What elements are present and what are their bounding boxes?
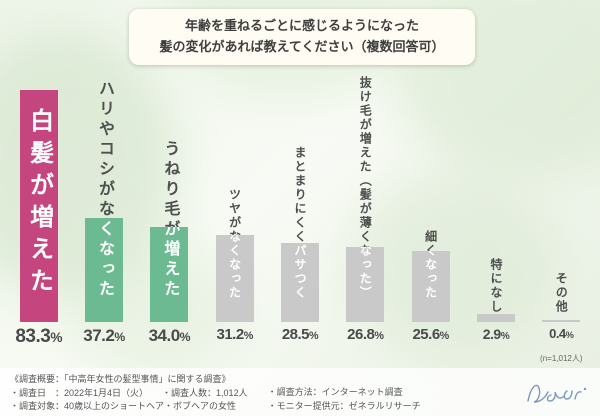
monitor-provider: ・モニター提供元：ゼネラルリサーチ: [267, 400, 421, 411]
survey-detail-row: ・調査日 ：2022年1月4日（火） ・調査人数：1,012人: [10, 387, 248, 401]
label-clip-above-bar: その他: [529, 66, 594, 320]
bar: [346, 247, 385, 322]
bar: [542, 320, 581, 322]
label-clip-inside-bar: 抜け毛が増えた（髪が薄くなった）: [333, 247, 398, 322]
label-clip-above-bar: 白髪が増えた: [6, 66, 71, 90]
bar: [215, 235, 254, 322]
label-clip-above-bar: まとまりにくくパサつく: [267, 66, 332, 243]
bar-label: 白髪が増えた: [25, 107, 53, 300]
label-clip-inside-bar: 細くなった: [398, 251, 463, 322]
survey-question-title: 年齢を重ねるごとに感じるようになった 髪の変化があれば教えてください（複数回答可…: [129, 9, 475, 65]
label-clip-inside-bar: その他: [529, 320, 594, 322]
label-clip-above-bar: 細くなった: [398, 66, 463, 251]
label-clip-inside-bar: うねり毛が増えた: [137, 227, 202, 322]
bar-label: その他: [554, 272, 569, 314]
percent-sign: %: [309, 330, 319, 342]
bar-percent: 28.5%: [281, 326, 319, 343]
survey-overview-heading: 《調査概要：「中高年女性の髪型事情」に関する調査》: [10, 374, 231, 384]
percent-sign: %: [374, 330, 384, 342]
bar-column: その他その他0.4%(n=1,012人): [529, 66, 594, 363]
survey-count: ・調査人数：1,012人: [162, 387, 248, 398]
bar-column: 抜け毛が増えた（髪が薄くなった）抜け毛が増えた（髪が薄くなった） 26.8%: [333, 66, 398, 343]
label-clip-above-bar: 抜け毛が増えた（髪が薄くなった）: [333, 66, 398, 247]
bar-column: うねり毛が増えたうねり毛が増えた 34.0%: [137, 66, 202, 345]
bar-label: ハリやコシがなくなった: [95, 80, 113, 219]
sample-size-note: (n=1,012人): [540, 354, 583, 363]
bar: [280, 242, 319, 322]
bar-label: 抜け毛が増えた（髪が薄くなった）: [358, 76, 373, 248]
label-clip-inside-bar: まとまりにくくパサつく: [267, 243, 332, 322]
bar-column: 特になし特になし 2.9%: [463, 66, 528, 342]
bar-percent: 37.2%: [83, 326, 125, 345]
bar-column: 細くなった細くなった 25.6%: [398, 66, 463, 343]
bar-column: ツヤがなくなったツヤがなくなった 31.2%: [202, 66, 267, 343]
label-clip-inside-bar: ツヤがなくなった: [202, 235, 267, 322]
percent-sign: %: [500, 331, 510, 342]
bar-column: ハリやコシがなくなったハリやコシがなくなった 37.2%: [71, 66, 136, 345]
survey-method: ・調査方法：インターネット調査: [267, 387, 403, 397]
percent-sign: %: [243, 330, 254, 342]
bar-column: まとまりにくくパサつくまとまりにくくパサつく 28.5%: [267, 66, 332, 343]
survey-footer: 《調査概要：「中高年女性の髪型事情」に関する調査》 ・調査日 ：2022年1月4…: [0, 368, 600, 416]
bar-percent: 26.8%: [347, 326, 384, 343]
bar: [476, 313, 515, 322]
label-clip-inside-bar: ハリやコシがなくなった: [71, 218, 136, 322]
bar-label: ハリやコシがなくなった: [96, 218, 113, 300]
label-clip-inside-bar: 特になし: [463, 314, 528, 322]
percent-sign: %: [50, 330, 62, 345]
bar: [19, 90, 58, 322]
survey-details-right: ・調査方法：インターネット調査 ・モニター提供元：ゼネラルリサーチ: [268, 373, 421, 413]
bar-column: 白髪が増えた白髪が増えた83.3%: [6, 66, 71, 347]
label-clip-above-bar: 特になし: [463, 66, 528, 314]
survey-target: ・調査対象：40歳以上のショートヘア・ボブヘアの女性: [10, 401, 237, 411]
label-clip-inside-bar: 白髪が増えた: [6, 90, 71, 322]
bar-percent: 0.4%: [549, 326, 574, 341]
bar: [150, 227, 189, 322]
survey-date: ・調査日 ：2022年1月4日（火）: [10, 387, 149, 398]
bar-percent: 2.9%: [482, 326, 510, 342]
bar-label: ツヤがなくなった: [227, 235, 242, 300]
bar-percent: 83.3%: [15, 326, 62, 347]
bar: [84, 218, 123, 322]
bar-percent: 34.0%: [148, 326, 191, 345]
bar-label: まとまりにくくパサつく: [293, 243, 307, 300]
bar-label: 細くなった: [424, 230, 438, 251]
bar-label: 細くなった: [423, 250, 438, 300]
label-clip-above-bar: ハリやコシがなくなった: [71, 66, 136, 218]
bar: [411, 250, 450, 322]
label-clip-above-bar: うねり毛が増えた: [137, 66, 202, 227]
label-clip-above-bar: ツヤがなくなった: [202, 66, 267, 235]
bar-label: うねり毛が増えた: [161, 140, 179, 228]
percent-sign: %: [179, 330, 191, 344]
background-leaf-blur: [350, 170, 560, 360]
bar-chart: 白髪が増えた白髪が増えた83.3%ハリやコシがなくなったハリやコシがなくなった3…: [6, 66, 594, 363]
bar-label: まとまりにくくパサつく: [292, 146, 307, 243]
bar-label: ツヤがなくなった: [228, 188, 242, 235]
bar-label: 特になし: [488, 258, 503, 314]
percent-sign: %: [114, 330, 125, 344]
bar-label: うねり毛が増えた: [161, 227, 178, 300]
survey-details-left: 《調査概要：「中高年女性の髪型事情」に関する調査》 ・調査日 ：2022年1月4…: [10, 373, 248, 414]
percent-sign: %: [565, 330, 574, 340]
percent-sign: %: [439, 330, 450, 342]
title-line-1: 年齢を重ねるごとに感じるようになった: [184, 18, 419, 33]
bar-percent: 31.2%: [216, 326, 254, 343]
bar-label: 抜け毛が増えた（髪が薄くなった）: [358, 247, 372, 300]
signature-logo: [527, 384, 587, 403]
title-line-2: 髪の変化があれば教えてください（複数回答可）: [159, 38, 445, 54]
bar-percent: 25.6%: [412, 326, 450, 343]
